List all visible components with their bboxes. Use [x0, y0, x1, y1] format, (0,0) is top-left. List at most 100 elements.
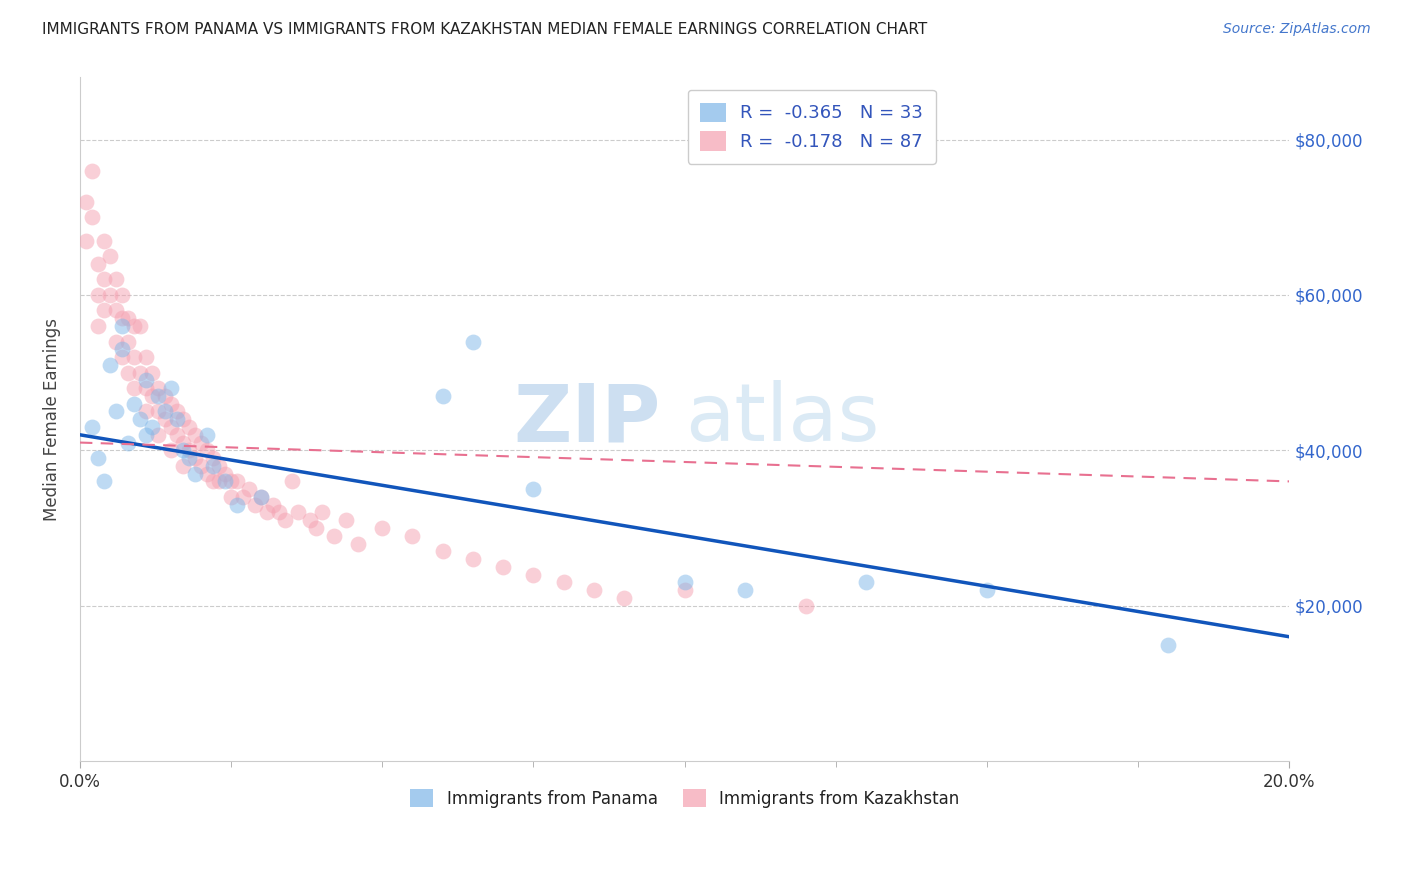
- Text: ZIP: ZIP: [513, 380, 661, 458]
- Point: [347, 536, 370, 550]
- Point: [250, 490, 273, 504]
- Point: [87, 451, 110, 466]
- Point: [219, 490, 242, 504]
- Point: [129, 366, 152, 380]
- Point: [492, 559, 515, 574]
- Point: [80, 420, 103, 434]
- Point: [135, 427, 157, 442]
- Point: [371, 521, 394, 535]
- Point: [298, 513, 321, 527]
- Point: [184, 451, 207, 466]
- Point: [148, 427, 170, 442]
- Point: [172, 435, 194, 450]
- Point: [219, 475, 242, 489]
- Point: [322, 529, 344, 543]
- Text: atlas: atlas: [685, 380, 879, 458]
- Point: [124, 350, 146, 364]
- Point: [976, 583, 998, 598]
- Point: [105, 272, 128, 286]
- Point: [141, 389, 163, 403]
- Point: [432, 389, 454, 403]
- Point: [250, 490, 273, 504]
- Point: [105, 404, 128, 418]
- Point: [141, 366, 163, 380]
- Point: [794, 599, 817, 613]
- Point: [177, 451, 200, 466]
- Point: [111, 319, 134, 334]
- Point: [117, 435, 139, 450]
- Point: [111, 343, 134, 357]
- Point: [582, 583, 605, 598]
- Point: [117, 311, 139, 326]
- Point: [195, 443, 218, 458]
- Point: [287, 506, 309, 520]
- Point: [111, 288, 134, 302]
- Point: [105, 303, 128, 318]
- Point: [87, 319, 110, 334]
- Point: [98, 249, 121, 263]
- Point: [256, 506, 278, 520]
- Point: [141, 420, 163, 434]
- Point: [522, 482, 544, 496]
- Point: [177, 420, 200, 434]
- Point: [311, 506, 333, 520]
- Point: [461, 334, 484, 349]
- Point: [195, 467, 218, 481]
- Point: [159, 397, 181, 411]
- Point: [124, 381, 146, 395]
- Point: [201, 458, 224, 473]
- Point: [124, 397, 146, 411]
- Point: [613, 591, 636, 605]
- Point: [522, 567, 544, 582]
- Point: [75, 234, 97, 248]
- Point: [80, 163, 103, 178]
- Point: [274, 513, 297, 527]
- Point: [553, 575, 575, 590]
- Point: [280, 475, 302, 489]
- Point: [214, 475, 236, 489]
- Point: [208, 475, 231, 489]
- Point: [461, 552, 484, 566]
- Point: [98, 288, 121, 302]
- Point: [148, 404, 170, 418]
- Point: [129, 319, 152, 334]
- Point: [432, 544, 454, 558]
- Point: [269, 506, 291, 520]
- Point: [117, 334, 139, 349]
- Point: [153, 404, 176, 418]
- Point: [117, 366, 139, 380]
- Point: [172, 458, 194, 473]
- Point: [93, 303, 115, 318]
- Point: [226, 475, 249, 489]
- Point: [172, 443, 194, 458]
- Point: [98, 358, 121, 372]
- Point: [195, 427, 218, 442]
- Y-axis label: Median Female Earnings: Median Female Earnings: [44, 318, 60, 521]
- Point: [93, 272, 115, 286]
- Point: [87, 257, 110, 271]
- Point: [135, 350, 157, 364]
- Point: [855, 575, 877, 590]
- Point: [135, 404, 157, 418]
- Point: [148, 381, 170, 395]
- Point: [135, 373, 157, 387]
- Point: [232, 490, 254, 504]
- Point: [172, 412, 194, 426]
- Point: [148, 389, 170, 403]
- Point: [166, 427, 188, 442]
- Point: [93, 234, 115, 248]
- Point: [166, 404, 188, 418]
- Point: [214, 467, 236, 481]
- Point: [159, 443, 181, 458]
- Point: [734, 583, 756, 598]
- Point: [177, 443, 200, 458]
- Point: [111, 311, 134, 326]
- Text: Source: ZipAtlas.com: Source: ZipAtlas.com: [1223, 22, 1371, 37]
- Legend: Immigrants from Panama, Immigrants from Kazakhstan: Immigrants from Panama, Immigrants from …: [404, 782, 966, 814]
- Point: [93, 475, 115, 489]
- Point: [245, 498, 267, 512]
- Point: [159, 420, 181, 434]
- Point: [87, 288, 110, 302]
- Point: [1157, 638, 1180, 652]
- Point: [153, 412, 176, 426]
